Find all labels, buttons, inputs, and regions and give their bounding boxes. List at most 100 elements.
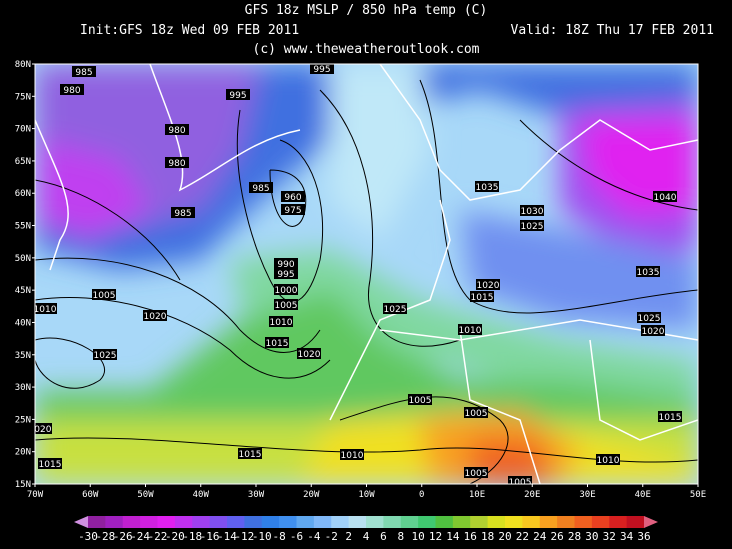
colorbar-label: 24 (533, 530, 547, 543)
colorbar-bin (539, 516, 558, 528)
lon-label: 0 (419, 490, 424, 500)
colorbar-bin (140, 516, 158, 528)
isobar-label-bg (92, 289, 116, 300)
isobar-label-bg (408, 394, 432, 405)
colorbar-bin (174, 516, 193, 528)
colorbar-bin (626, 516, 645, 528)
colorbar-bin (470, 516, 489, 528)
colorbar-label: -10 (252, 530, 272, 543)
colorbar-bin (192, 516, 211, 528)
isobar-label-bg (281, 191, 305, 202)
colorbar-label: -16 (200, 530, 220, 543)
isobar-label-bg (35, 423, 52, 434)
colorbar-label: -24 (130, 530, 150, 543)
lon-label: 20E (524, 490, 540, 500)
lat-label: 75N (15, 92, 31, 102)
isobar-label: 1015 (470, 291, 494, 303)
init-time: Init:GFS 18z Wed 09 FEB 2011 (80, 23, 299, 38)
isobar-label: 1010 (596, 454, 620, 466)
colorbar-bin (400, 516, 419, 528)
isobar-label-text: 1025 (94, 351, 117, 361)
isobar-label-bg (171, 207, 195, 218)
colorbar-label: 4 (363, 530, 370, 543)
isobar-label-bg (658, 411, 682, 422)
isobar-label: 975 (281, 204, 305, 216)
isobar-label-text: 1010 (597, 456, 620, 466)
isobar-label-text: 1035 (476, 183, 499, 193)
isobar-label-bg (297, 348, 321, 359)
isobar-label-bg (274, 284, 298, 295)
isobar-label: 995 (226, 89, 250, 101)
lat-label: 15N (15, 480, 31, 490)
lat-label: 70N (15, 125, 31, 135)
isobar-label-text: 995 (229, 91, 246, 101)
isobar-label: 995 (274, 268, 298, 280)
isobar-label: 1005 (274, 299, 298, 311)
colorbar-label: -4 (307, 530, 321, 543)
isobar-label: 1035 (636, 266, 660, 278)
isobar-label-bg (520, 205, 544, 216)
colorbar-bin (105, 516, 124, 528)
valid-time: Valid: 18Z Thu 17 FEB 2011 (511, 23, 715, 38)
isobar-label: 1005 (464, 407, 488, 419)
isobar-label: 1025 (520, 220, 544, 232)
isobar-label-text: 1035 (637, 268, 660, 278)
lon-label: 40W (193, 490, 210, 500)
lat-label: 45N (15, 286, 31, 296)
isobar-label-bg (636, 266, 660, 277)
lat-label: 40N (15, 318, 31, 328)
colorbar-high-end (644, 516, 658, 528)
isobar-label-text: 1010 (270, 318, 293, 328)
isobar-label-bg (165, 157, 189, 168)
colorbar-bin (261, 516, 280, 528)
colorbar-label: -28 (95, 530, 115, 543)
isobar-label-text: 1020 (29, 425, 52, 435)
isobar-label: 1020 (297, 348, 321, 360)
colorbar-label: -22 (148, 530, 168, 543)
isobar-label-text: 985 (174, 209, 191, 219)
colorbar-label: -18 (182, 530, 202, 543)
lon-label: 60W (82, 490, 99, 500)
colorbar-bin (296, 516, 315, 528)
colorbar-bin (435, 516, 454, 528)
colorbar-bin (122, 516, 141, 528)
isobar-labels: 985 995 980 995 980 980 985 960 975 985 1035 1030 10… (29, 64, 682, 484)
colorbar-label: 28 (568, 530, 581, 543)
isobar-label-text: 1005 (409, 396, 432, 406)
isobar-label-bg (470, 291, 494, 302)
isobar-label: 1025 (637, 312, 661, 324)
colorbar-bin (505, 516, 523, 528)
isobar-label-bg (596, 454, 620, 465)
isobar-label-text: 1020 (642, 327, 665, 337)
isobar-label: 985 (72, 66, 96, 78)
isobar-label-text: 1010 (459, 326, 482, 336)
lon-label: 70W (27, 490, 44, 500)
colorbar-label: -2 (325, 530, 338, 543)
isobar-label: 1005 (408, 394, 432, 406)
lat-label: 30N (15, 383, 31, 393)
colorbar-bin (366, 516, 384, 528)
isobar-label-bg (520, 220, 544, 231)
isobar-label-bg (60, 84, 84, 95)
isobar-label: 1005 (508, 476, 532, 484)
isobar-label: 985 (249, 182, 273, 194)
isobar-label-bg (464, 407, 488, 418)
isobar-label-text: 990 (277, 260, 294, 270)
colorbar-bin (609, 516, 628, 528)
colorbar-low-end (74, 516, 88, 528)
isobar-label-text: 1020 (144, 312, 167, 322)
isobar-label: 1015 (38, 458, 62, 470)
colorbar-label: 2 (345, 530, 352, 543)
isobar-label-bg (35, 303, 57, 314)
credit: (c) www.theweatheroutlook.com (253, 42, 480, 57)
colorbar-label: -26 (113, 530, 133, 543)
isobar-label-text: 1015 (266, 339, 289, 349)
isobar-label-text: 1015 (239, 450, 262, 460)
isobar-label: 1025 (93, 349, 117, 361)
colorbar-bin (383, 516, 402, 528)
colorbar-bin (574, 516, 593, 528)
title: GFS 18z MSLP / 850 hPa temp (C) (245, 3, 488, 18)
colorbar-label: 8 (397, 530, 404, 543)
colorbar-label: 30 (585, 530, 598, 543)
